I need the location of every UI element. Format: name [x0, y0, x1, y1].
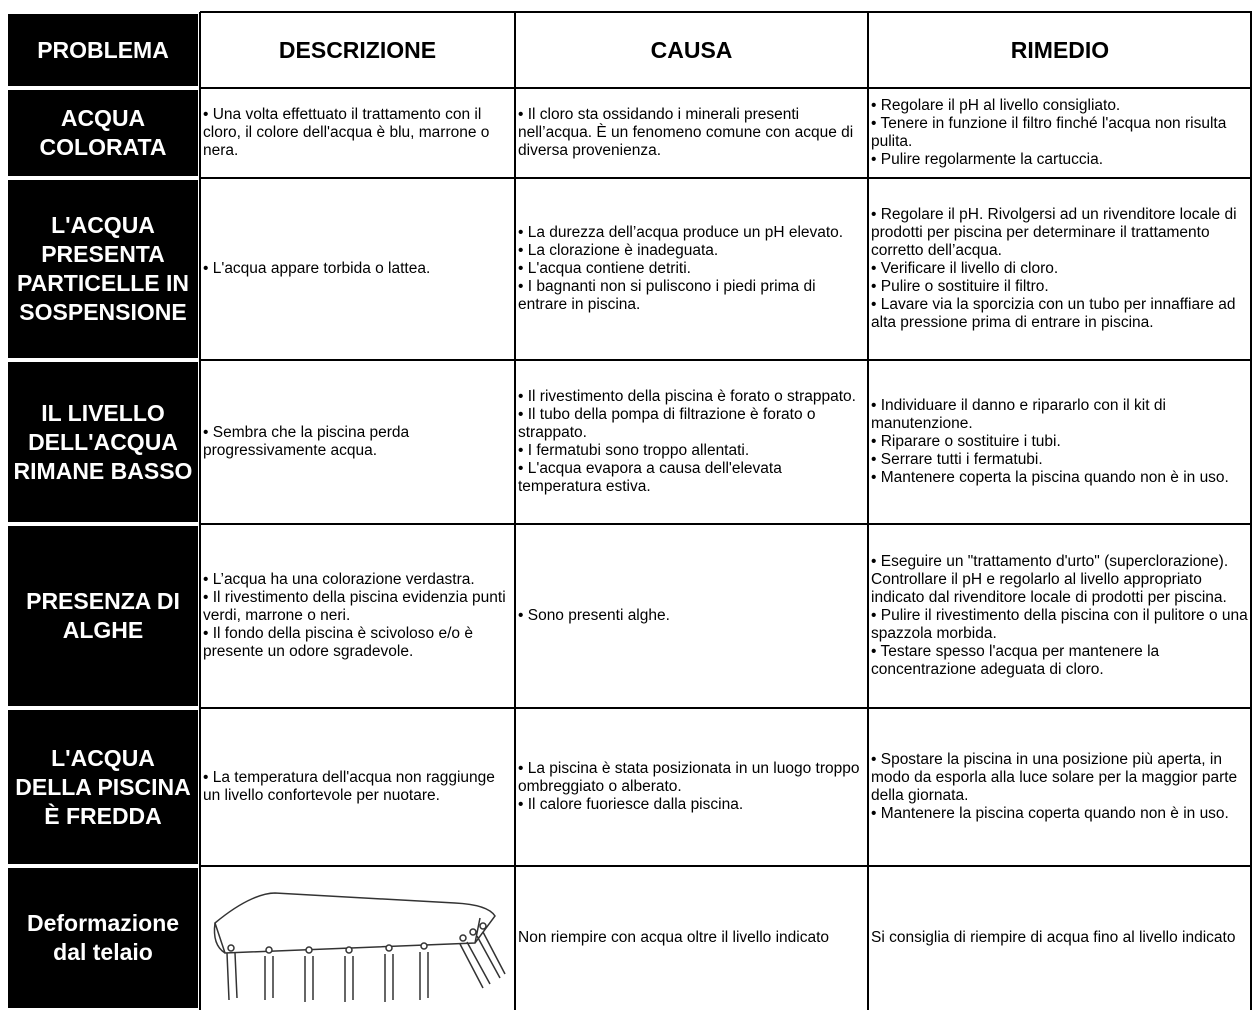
header-cell: CAUSA [650, 36, 733, 63]
bullet: • Spostare la piscina in una posizione p… [871, 751, 1238, 804]
bullet: • Il rivestimento della piscina evidenzi… [203, 589, 506, 624]
description-cell: • La temperatura dell'acqua non raggiung… [200, 708, 515, 866]
problem-cell: Deformazione dal telaio [8, 868, 198, 1008]
bullet: • La clorazione è inadeguata. [518, 242, 719, 259]
bullet: • I fermatubi sono troppo allentati. [518, 442, 750, 459]
bullet: • La durezza dell’acqua produce un pH el… [518, 224, 844, 241]
bullet: • Riparare o sostituire i tubi. [871, 433, 1061, 450]
bullet: Si consiglia di riempire di acqua fino a… [871, 929, 1236, 946]
bullet: • Eseguire un "trattamento d'urto" (supe… [871, 553, 1229, 606]
bullet: • La temperatura dell'acqua non raggiung… [203, 769, 495, 804]
bullet: • Il tubo della pompa di filtrazione è f… [518, 406, 816, 441]
description-cell: • Sembra che la piscina perda progressiv… [200, 360, 515, 524]
row-rule [200, 865, 1252, 867]
remedy-cell: • Regolare il pH al livello consigliato.… [868, 88, 1252, 178]
bullet: • Individuare il danno e ripararlo con i… [871, 397, 1166, 432]
bullet: Non riempire con acqua oltre il livello … [518, 929, 830, 946]
header-cell: RIMEDIO [1010, 36, 1110, 63]
bullet: • Mantenere la piscina coperta quando no… [871, 805, 1229, 822]
cause-cell: Non riempire con acqua oltre il livello … [515, 866, 868, 1010]
bullet: • Il fondo della piscina è scivoloso e/o… [203, 625, 473, 660]
bullet: • Sembra che la piscina perda progressiv… [203, 424, 410, 459]
bullet: • Il cloro sta ossidando i minerali pres… [518, 106, 854, 159]
bullet: • L'acqua evapora a causa dell'elevata t… [518, 460, 782, 495]
bullet: • La piscina è stata posizionata in un l… [518, 760, 860, 795]
row-rule [200, 707, 1252, 709]
problem-cell: ACQUA COLORATA [8, 90, 198, 176]
problem-cell: IL LIVELLO DELL'ACQUA RIMANE BASSO [8, 362, 198, 522]
bullet: • Tenere in funzione il filtro finché l'… [871, 115, 1227, 150]
cause-cell: • La piscina è stata posizionata in un l… [515, 708, 868, 866]
cause-cell: • La durezza dell’acqua produce un pH el… [515, 178, 868, 360]
bullet: • I bagnanti non si puliscono i piedi pr… [518, 278, 816, 313]
column-rule [199, 12, 201, 1010]
row-rule [200, 177, 1252, 179]
bullet: • Testare spesso l'acqua per mantenere l… [871, 643, 1160, 678]
bullet: • Il rivestimento della piscina è forato… [518, 388, 856, 405]
column-rule [867, 12, 869, 1010]
remedy-cell: • Spostare la piscina in una posizione p… [868, 708, 1252, 866]
description-cell: • L'acqua appare torbida o lattea. [200, 178, 515, 360]
cause-cell: • Sono presenti alghe. [515, 524, 868, 708]
description-cell: • L’acqua ha una colorazione verdastra. •… [200, 524, 515, 708]
bullet: • Serrare tutti i fermatubi. [871, 451, 1043, 468]
problem-cell: PRESENZA DI ALGHE [8, 526, 198, 706]
remedy-cell: Si consiglia di riempire di acqua fino a… [868, 866, 1252, 1010]
header-cell: DESCRIZIONE [278, 36, 437, 63]
row-rule [200, 359, 1252, 361]
cause-cell: • Il cloro sta ossidando i minerali pres… [515, 88, 868, 178]
bullet: • Verificare il livello di cloro. [871, 260, 1059, 277]
bullet: • L’acqua ha una colorazione verdastra. [203, 571, 475, 588]
remedy-cell: • Regolare il pH. Rivolgersi ad un riven… [868, 178, 1252, 360]
bullet: • Mantenere coperta la piscina quando no… [871, 469, 1229, 486]
pool-illustration [213, 892, 506, 1002]
header-cell-dark: PROBLEMA [8, 14, 198, 86]
row-rule [200, 523, 1252, 525]
bullet: • Una volta effettuato il trattamento co… [203, 106, 490, 159]
problem-cell: L'ACQUA DELLA PISCINA È FREDDA [8, 710, 198, 864]
description-cell: • Una volta effettuato il trattamento co… [200, 88, 515, 178]
bullet: • Regolare il pH. Rivolgersi ad un riven… [871, 206, 1237, 259]
bullet: • Il calore fuoriesce dalla piscina. [518, 796, 744, 813]
remedy-cell: • Individuare il danno e ripararlo con i… [868, 360, 1252, 524]
bullet: • Sono presenti alghe. [518, 607, 670, 624]
bullet: • Lavare via la sporcizia con un tubo pe… [871, 296, 1236, 331]
remedy-cell: • Eseguire un "trattamento d'urto" (supe… [868, 524, 1252, 708]
bullet: • Regolare il pH al livello consigliato. [871, 97, 1121, 114]
description-cell [200, 866, 515, 1010]
column-rule [514, 12, 516, 1010]
bullet: • Pulire o sostituire il filtro. [871, 278, 1049, 295]
column-rule [1250, 12, 1252, 1010]
bullet: • L'acqua contiene detriti. [518, 260, 691, 277]
problem-cell: L'ACQUA PRESENTA PARTICELLE IN SOSPENSIO… [8, 180, 198, 358]
bullet: • Pulire il rivestimento della piscina c… [871, 607, 1248, 642]
row-rule [200, 87, 1252, 89]
cause-cell: • Il rivestimento della piscina è forato… [515, 360, 868, 524]
bullet: • L'acqua appare torbida o lattea. [203, 260, 431, 277]
bullet: • Pulire regolarmente la cartuccia. [871, 151, 1104, 168]
row-rule [200, 11, 1252, 13]
